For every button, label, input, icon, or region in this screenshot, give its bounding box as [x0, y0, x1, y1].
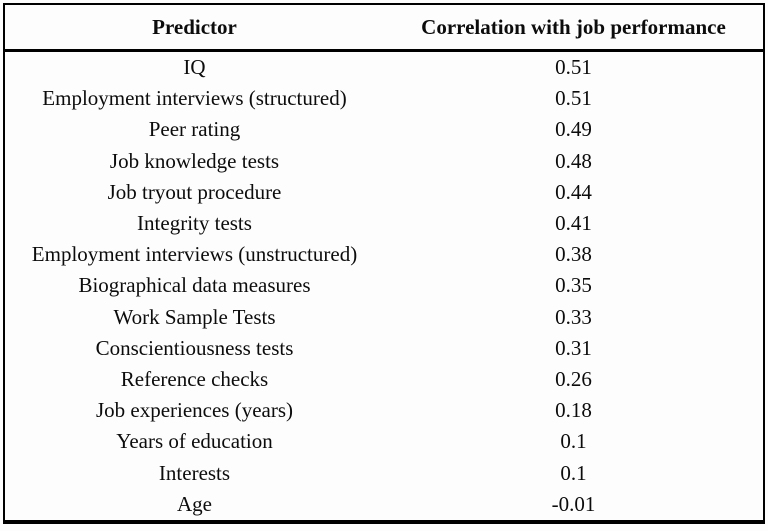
correlation-cell: 0.35 [555, 273, 592, 298]
table-row: Reference checks 0.26 [4, 364, 764, 395]
table-row: Job knowledge tests 0.48 [4, 146, 764, 177]
table-row: Biographical data measures 0.35 [4, 270, 764, 301]
correlation-cell: -0.01 [551, 491, 596, 516]
predictor-cell: Conscientiousness tests [95, 335, 294, 360]
predictor-cell: Biographical data measures [78, 273, 311, 298]
correlation-cell: 0.33 [555, 304, 592, 329]
predictor-correlation-table: Predictor Correlation with job performan… [3, 3, 765, 524]
predictor-cell: Years of education [116, 429, 273, 454]
table-row: Employment interviews (structured) 0.51 [4, 83, 764, 114]
table-row: Conscientiousness tests 0.31 [4, 333, 764, 364]
correlation-cell: 0.1 [560, 460, 587, 485]
table-row: Years of education 0.1 [4, 426, 764, 457]
predictor-cell: Employment interviews (structured) [42, 86, 347, 111]
correlation-cell: 0.51 [555, 55, 592, 80]
predictor-cell: Integrity tests [137, 211, 252, 236]
correlation-cell: 0.41 [555, 211, 592, 236]
predictor-cell: Job experiences (years) [95, 398, 294, 423]
correlation-cell: 0.1 [560, 429, 587, 454]
table-row: Peer rating 0.49 [4, 114, 764, 145]
predictor-cell: Work Sample Tests [113, 304, 276, 329]
table-row: Work Sample Tests 0.33 [4, 302, 764, 333]
predictor-cell: Job knowledge tests [109, 148, 280, 173]
predictor-cell: Job tryout procedure [107, 179, 282, 204]
correlation-cell: 0.48 [555, 148, 592, 173]
header-row: Predictor Correlation with job performan… [4, 4, 764, 52]
table-row: Job experiences (years) 0.18 [4, 395, 764, 426]
predictor-cell: Interests [158, 460, 231, 485]
table-row: Job tryout procedure 0.44 [4, 177, 764, 208]
table-row: Interests 0.1 [4, 457, 764, 488]
correlation-cell: 0.49 [555, 117, 592, 142]
column-header-predictor: Predictor [4, 4, 384, 52]
correlation-cell: 0.18 [555, 398, 592, 423]
predictor-cell: Employment interviews (unstructured) [31, 242, 358, 267]
column-header-correlation: Correlation with job performance [384, 4, 764, 52]
predictor-cell: Peer rating [148, 117, 241, 142]
correlation-cell: 0.51 [555, 86, 592, 111]
table-row: IQ 0.51 [4, 51, 764, 84]
correlation-cell: 0.31 [555, 335, 592, 360]
predictor-cell: IQ [183, 55, 206, 80]
correlation-cell: 0.26 [555, 366, 592, 391]
correlation-cell: 0.38 [555, 242, 592, 267]
table-row: Employment interviews (unstructured) 0.38 [4, 239, 764, 270]
table-row: Integrity tests 0.41 [4, 208, 764, 239]
predictor-cell: Age [177, 491, 212, 516]
table-row: Age -0.01 [4, 489, 764, 522]
predictor-cell: Reference checks [120, 366, 269, 391]
correlation-cell: 0.44 [555, 179, 592, 204]
table-header: Predictor Correlation with job performan… [4, 4, 764, 52]
table-body: IQ 0.51 Employment interviews (structured)… [4, 51, 764, 523]
